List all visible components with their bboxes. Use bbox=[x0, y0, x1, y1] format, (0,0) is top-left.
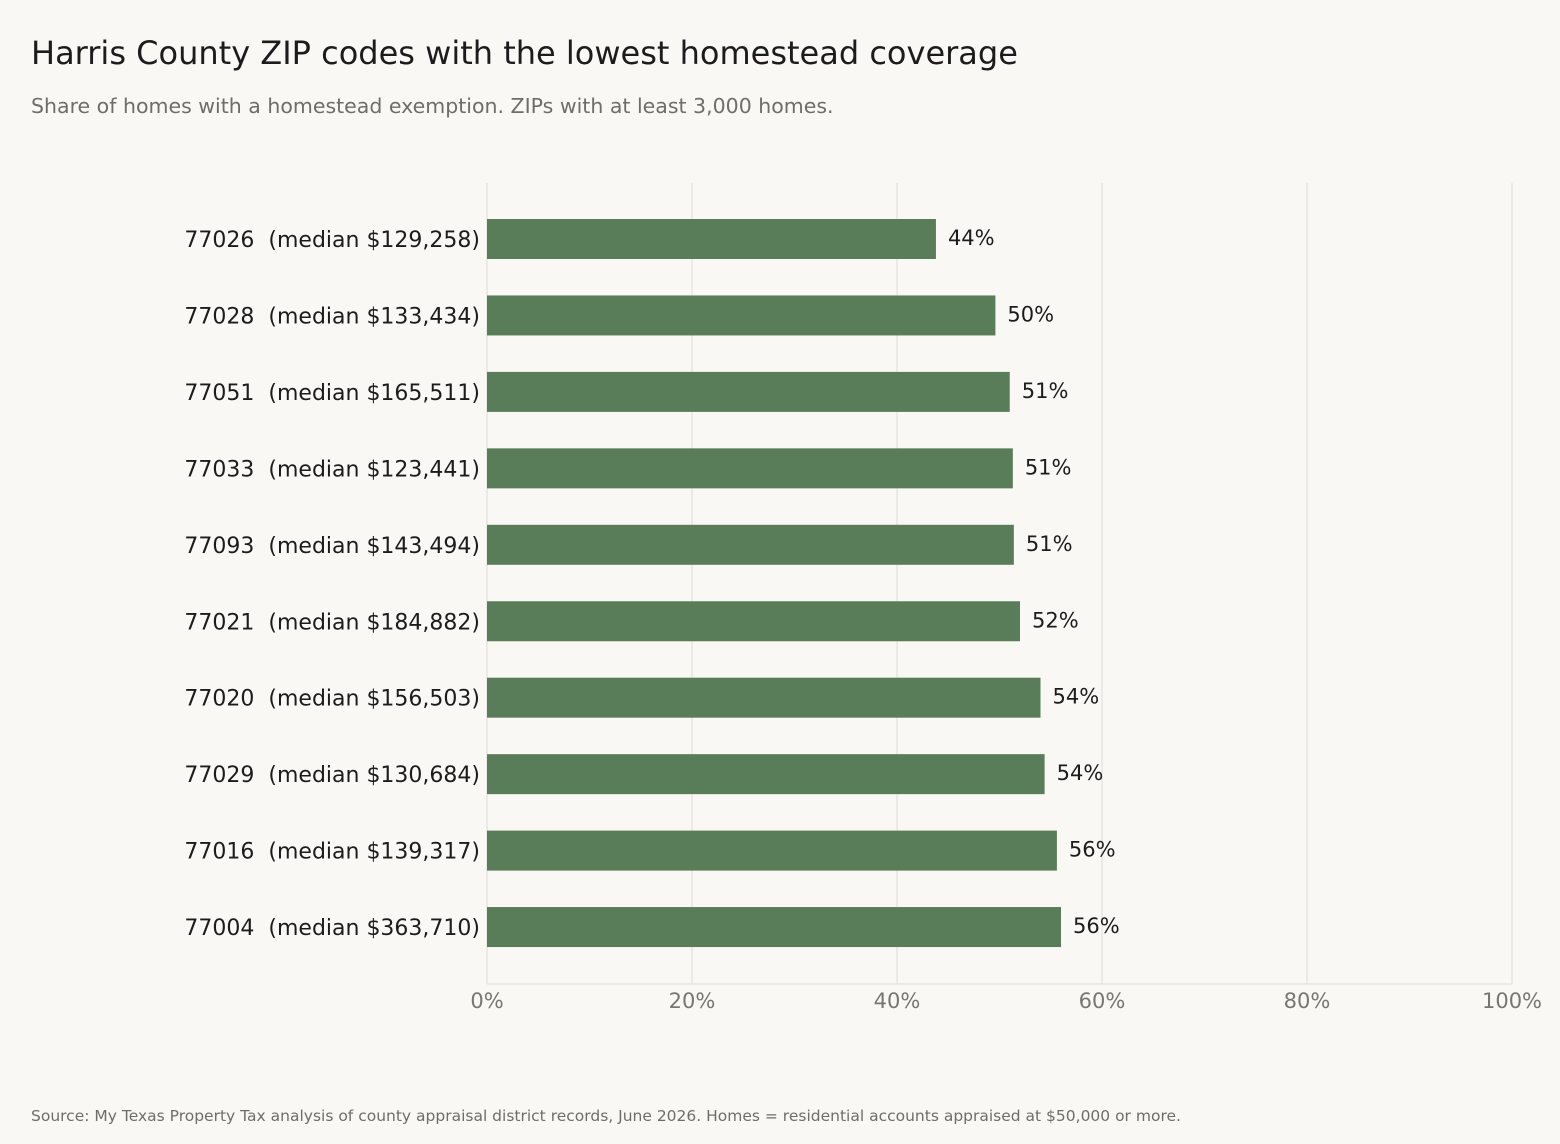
value-label: 56% bbox=[1069, 838, 1116, 862]
x-tick-label: 20% bbox=[669, 989, 716, 1013]
value-label: 51% bbox=[1025, 455, 1072, 479]
value-label: 51% bbox=[1026, 532, 1073, 556]
value-label: 50% bbox=[1007, 302, 1054, 326]
category-label: 77093 (median $143,494) bbox=[184, 534, 480, 559]
x-tick-label: 40% bbox=[874, 989, 921, 1013]
category-label: 77026 (median $129,258) bbox=[184, 228, 480, 253]
value-label: 54% bbox=[1053, 685, 1100, 709]
category-label: 77020 (median $156,503) bbox=[184, 687, 480, 712]
value-label: 56% bbox=[1073, 914, 1120, 938]
bar bbox=[487, 830, 1057, 871]
x-tick-label: 100% bbox=[1482, 989, 1542, 1013]
bar bbox=[487, 754, 1045, 795]
x-tick-label: 60% bbox=[1079, 989, 1126, 1013]
bar bbox=[487, 371, 1010, 412]
chart-subtitle: Share of homes with a homestead exemptio… bbox=[31, 94, 834, 118]
category-label: 77028 (median $133,434) bbox=[184, 304, 480, 329]
x-tick-label: 0% bbox=[470, 989, 503, 1013]
category-label: 77033 (median $123,441) bbox=[184, 457, 480, 482]
category-label: 77029 (median $130,684) bbox=[184, 763, 480, 788]
value-label: 44% bbox=[948, 226, 995, 250]
bar bbox=[487, 677, 1041, 718]
category-label: 77021 (median $184,882) bbox=[184, 610, 480, 635]
value-label: 51% bbox=[1022, 379, 1069, 403]
value-labels: 44% 50% 51% 51% 51% 52% 54% 54% 56% 56% bbox=[948, 226, 1120, 938]
bar bbox=[487, 524, 1014, 565]
category-label: 77051 (median $165,511) bbox=[184, 381, 480, 406]
bar bbox=[487, 907, 1061, 948]
category-label: 77004 (median $363,710) bbox=[184, 916, 480, 941]
source-note: Source: My Texas Property Tax analysis o… bbox=[31, 1107, 1181, 1125]
bar bbox=[487, 448, 1013, 489]
bar bbox=[487, 295, 996, 336]
value-label: 54% bbox=[1057, 761, 1104, 785]
bar bbox=[487, 219, 936, 259]
chart-title: Harris County ZIP codes with the lowest … bbox=[31, 34, 1018, 72]
value-label: 52% bbox=[1032, 608, 1079, 632]
bar bbox=[487, 601, 1020, 642]
category-label: 77016 (median $139,317) bbox=[184, 840, 480, 865]
category-labels: 77026 (median $129,258) 77028 (median $13… bbox=[184, 228, 480, 941]
bars bbox=[487, 219, 1061, 948]
x-tick-label: 80% bbox=[1284, 989, 1331, 1013]
x-axis-ticks: 0% 20% 40% 60% 80% 100% bbox=[470, 989, 1542, 1013]
